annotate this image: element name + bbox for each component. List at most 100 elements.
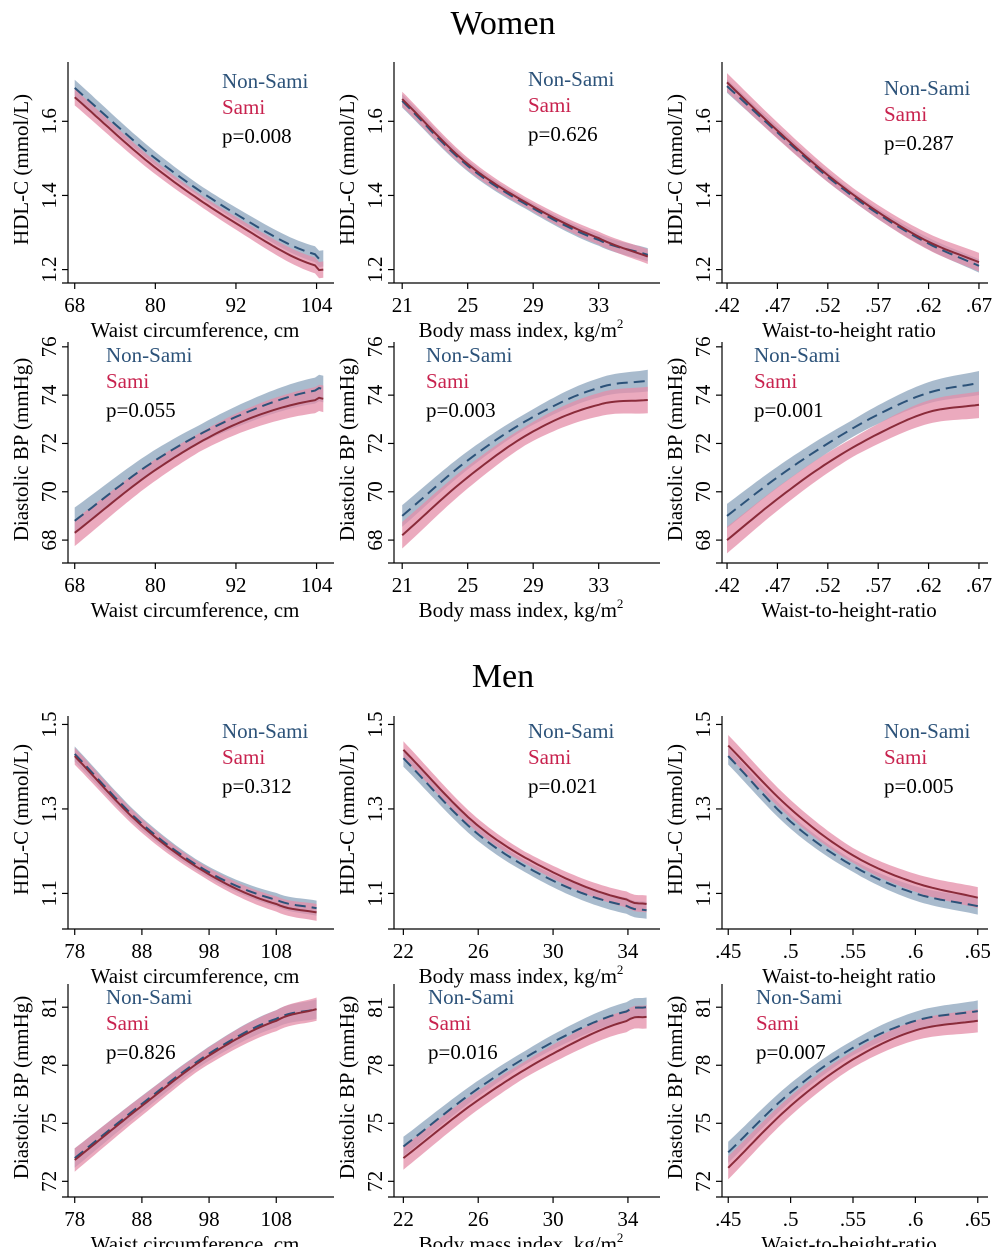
x-axis-label: Waist-to-height-ratio [761,1232,937,1247]
series-line-non-sami [74,1008,317,1159]
ci-band-non-sami [74,79,324,267]
y-tick-label: 1.3 [37,796,61,822]
x-tick-label: 26 [468,939,489,963]
x-tick-label: 33 [588,293,609,317]
y-tick-label: 1.6 [691,108,715,134]
p-value: p=0.312 [222,774,292,798]
x-tick-label: 30 [543,939,564,963]
legend-sami: Sami [884,745,927,769]
panel-m_dbp_wc: 78 88 98 108 72 75 78 81 Waist circumference, cm… [9,984,334,1247]
section-title-women: Women [451,5,556,42]
series-line-non-sami [74,386,324,522]
y-tick-label: 68 [37,530,61,551]
y-tick-label: 1.2 [37,256,61,282]
series-line-sami [402,749,647,905]
legend-sami: Sami [428,1011,471,1035]
legend-non-sami: Non-Sami [428,985,514,1009]
x-tick-label: .42 [714,293,740,317]
y-axis-label: Diastolic BP (mmHg) [335,996,359,1180]
series-line-sami [74,96,324,272]
x-axis-label: Waist circumference, cm [91,1232,300,1247]
ci-band-sami [402,91,648,264]
legend-non-sami: Non-Sami [106,985,192,1009]
series-line-sami [727,744,979,899]
x-tick-label: .5 [783,939,799,963]
legend-sami: Sami [884,102,927,126]
x-tick-label: 80 [145,573,166,597]
legend-sami: Sami [222,95,265,119]
x-tick-label: .47 [764,293,790,317]
series-line-sami [73,755,317,914]
y-tick-label: 81 [363,997,387,1018]
series-line-non-sami [402,1006,647,1148]
panel-m_dbp_bmi: 22 26 30 34 72 75 78 81 Body mass index, kg/m2 Di… [335,984,660,1247]
y-tick-label: 1.5 [37,711,61,737]
y-tick-label: 70 [691,481,715,502]
y-tick-label: 72 [363,433,387,454]
x-tick-label: 21 [392,573,413,597]
panel-m_dbp_whtr: .45 .5 .55 .6 .65 72 75 78 81 Waist-to-height-rat… [663,984,991,1247]
y-tick-label: 72 [691,1171,715,1192]
x-tick-label: .45 [715,939,741,963]
p-value: p=0.007 [756,1040,826,1064]
panel-w_hdl_wc: 68 80 92 104 1.2 1.4 1.6 Waist circumference, c… [9,62,334,342]
ci-band-sami [728,1009,978,1180]
legend-sami: Sami [756,1011,799,1035]
y-axis-label: Diastolic BP (mmHg) [9,358,33,542]
legend-sami: Sami [222,745,265,769]
y-tick-label: 1.3 [363,796,387,822]
legend-sami: Sami [528,745,571,769]
p-value: p=0.005 [884,774,954,798]
x-tick-label: 92 [225,573,246,597]
x-tick-label: 78 [64,939,85,963]
y-axis-label: Diastolic BP (mmHg) [9,996,33,1180]
y-tick-label: 1.1 [363,880,387,906]
y-tick-label: 72 [691,433,715,454]
panel-m_hdl_wc: 78 88 98 108 1.1 1.3 1.5 Waist circumference, c… [9,711,334,988]
ci-band-sami [74,384,324,547]
series-line-non-sami [727,755,978,908]
y-tick-label: 1.3 [691,796,715,822]
x-axis-label: Body mass index, kg/m2 [419,316,624,342]
y-tick-label: 70 [37,481,61,502]
x-axis-label: Waist circumference, cm [91,598,300,622]
x-tick-label: 78 [64,1207,85,1231]
p-value: p=0.626 [528,122,598,146]
x-tick-label: 98 [199,1207,220,1231]
x-tick-label: 92 [225,293,246,317]
ci-band-sami [727,73,979,272]
y-tick-label: 72 [37,433,61,454]
x-tick-label: 104 [301,293,333,317]
x-axis-label: Body mass index, kg/m2 [419,596,624,622]
ci-band-sami [402,386,648,549]
series-line-sami [402,1015,647,1159]
panel-w_hdl_whtr: .42 .47 .52 .57 .62 .67 1.2 1.4 1.6 Waist-to-heig… [663,62,992,342]
x-axis-label: Waist-to-height-ratio [761,598,937,622]
ci-band-non-sami [402,94,648,262]
x-tick-label: 104 [301,573,333,597]
y-tick-label: 68 [691,530,715,551]
panel-w_dbp_whtr: .42 .47 .52 .57 .62 .67 68 70 72 74 76 Waist-to-hei… [663,336,992,622]
ci-band-non-sami [402,369,648,527]
series-line-sami [74,1008,317,1161]
x-tick-label: .52 [815,573,841,597]
y-tick-label: 1.5 [363,711,387,737]
section-title-men: Men [472,658,534,695]
y-axis-label: Diastolic BP (mmHg) [335,358,359,542]
p-value: p=0.001 [754,398,824,422]
y-tick-label: 75 [691,1113,715,1134]
y-tick-label: 68 [363,530,387,551]
y-tick-label: 74 [37,384,61,406]
legend-non-sami: Non-Sami [884,76,970,100]
panel-w_hdl_bmi: 21 25 29 33 1.2 1.4 1.6 Body mass index, kg/m2 H… [335,62,660,342]
legend-non-sami: Non-Sami [756,985,842,1009]
y-axis-label: HDL-C (mmol/L) [9,744,33,895]
x-axis-label: Body mass index, kg/m2 [419,1230,624,1247]
y-tick-label: 1.1 [691,880,715,906]
panel-m_hdl_bmi: 22 26 30 34 1.1 1.3 1.5 Body mass index, kg/m2 H… [335,711,660,988]
x-tick-label: 30 [543,1207,564,1231]
y-tick-label: 78 [363,1055,387,1076]
y-axis-label: HDL-C (mmol/L) [335,94,359,245]
ci-band-sami [74,747,317,921]
